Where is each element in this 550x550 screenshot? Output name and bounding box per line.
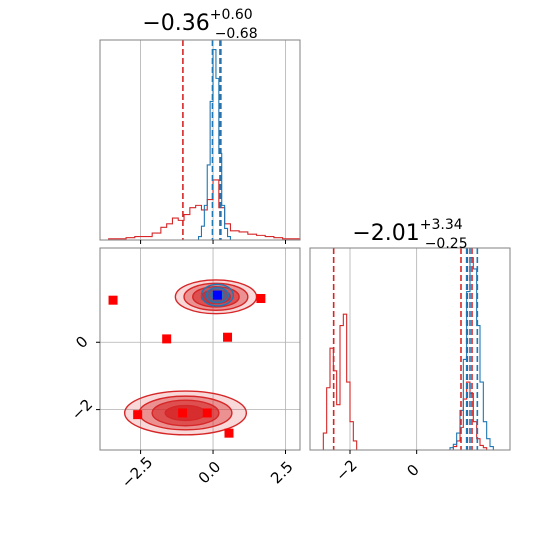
frame-hist-p2 bbox=[309, 247, 511, 451]
marker-point-8 bbox=[224, 428, 234, 438]
marker-point-0 bbox=[212, 290, 222, 300]
marker-point-2 bbox=[256, 294, 266, 303]
ticklabel-x-p2-1: 0 bbox=[403, 461, 422, 480]
series-hist-p1 bbox=[100, 48, 301, 241]
title-main-p2: −2.01 bbox=[352, 221, 419, 246]
hist-series-p1-0 bbox=[100, 179, 301, 241]
joint-contour-panel: −2.5 0.0 2.5 −2 0 bbox=[68, 247, 301, 492]
title-hist-p1: −0.36+0.60 −0.68 bbox=[142, 7, 257, 42]
marker-point-1 bbox=[108, 295, 118, 305]
vlines-hist-p2 bbox=[332, 248, 479, 450]
title-sup-p2: +3.34 bbox=[420, 217, 463, 233]
contours-joint bbox=[123, 279, 258, 436]
marker-point-4 bbox=[223, 332, 233, 342]
frame-joint bbox=[99, 247, 301, 451]
title-main-p1: −0.36 bbox=[142, 11, 209, 36]
title-hist-p2: −2.01+3.34 −0.25 bbox=[352, 217, 467, 252]
frame-hist-p1 bbox=[99, 39, 301, 241]
title-sub-p2: −0.25 bbox=[425, 236, 468, 252]
ticklabel-y-joint-1: 0 bbox=[72, 333, 91, 352]
hist-series-p1-1 bbox=[198, 48, 231, 240]
marker-point-6 bbox=[178, 408, 188, 418]
vlines-hist-p1 bbox=[182, 40, 222, 240]
points-joint bbox=[108, 290, 266, 438]
ticklabel-x-joint-1: 0.0 bbox=[195, 458, 225, 488]
histogram-panel-p1: −0.36+0.60 −0.68 bbox=[99, 7, 301, 244]
ticklabel-y-joint-0: −2 bbox=[68, 395, 96, 423]
ticks-hist-p2: −2 0 bbox=[332, 450, 423, 485]
histogram-panel-p2: −2 0 −2.01+3.34 −0.25 bbox=[309, 217, 511, 485]
marker-point-7 bbox=[202, 408, 212, 418]
ticks-hist-p1 bbox=[140, 240, 287, 244]
title-sub-p1: −0.68 bbox=[215, 26, 258, 42]
ticklabel-x-p2-0: −2 bbox=[332, 456, 360, 484]
title-sup-p1: +0.60 bbox=[210, 7, 253, 23]
marker-point-3 bbox=[162, 334, 172, 344]
hist-series-p2-0 bbox=[322, 313, 358, 450]
ticklabel-x-joint-2: 2.5 bbox=[267, 458, 297, 488]
ticklabel-x-joint-0: −2.5 bbox=[118, 453, 156, 491]
marker-point-5 bbox=[133, 410, 143, 420]
